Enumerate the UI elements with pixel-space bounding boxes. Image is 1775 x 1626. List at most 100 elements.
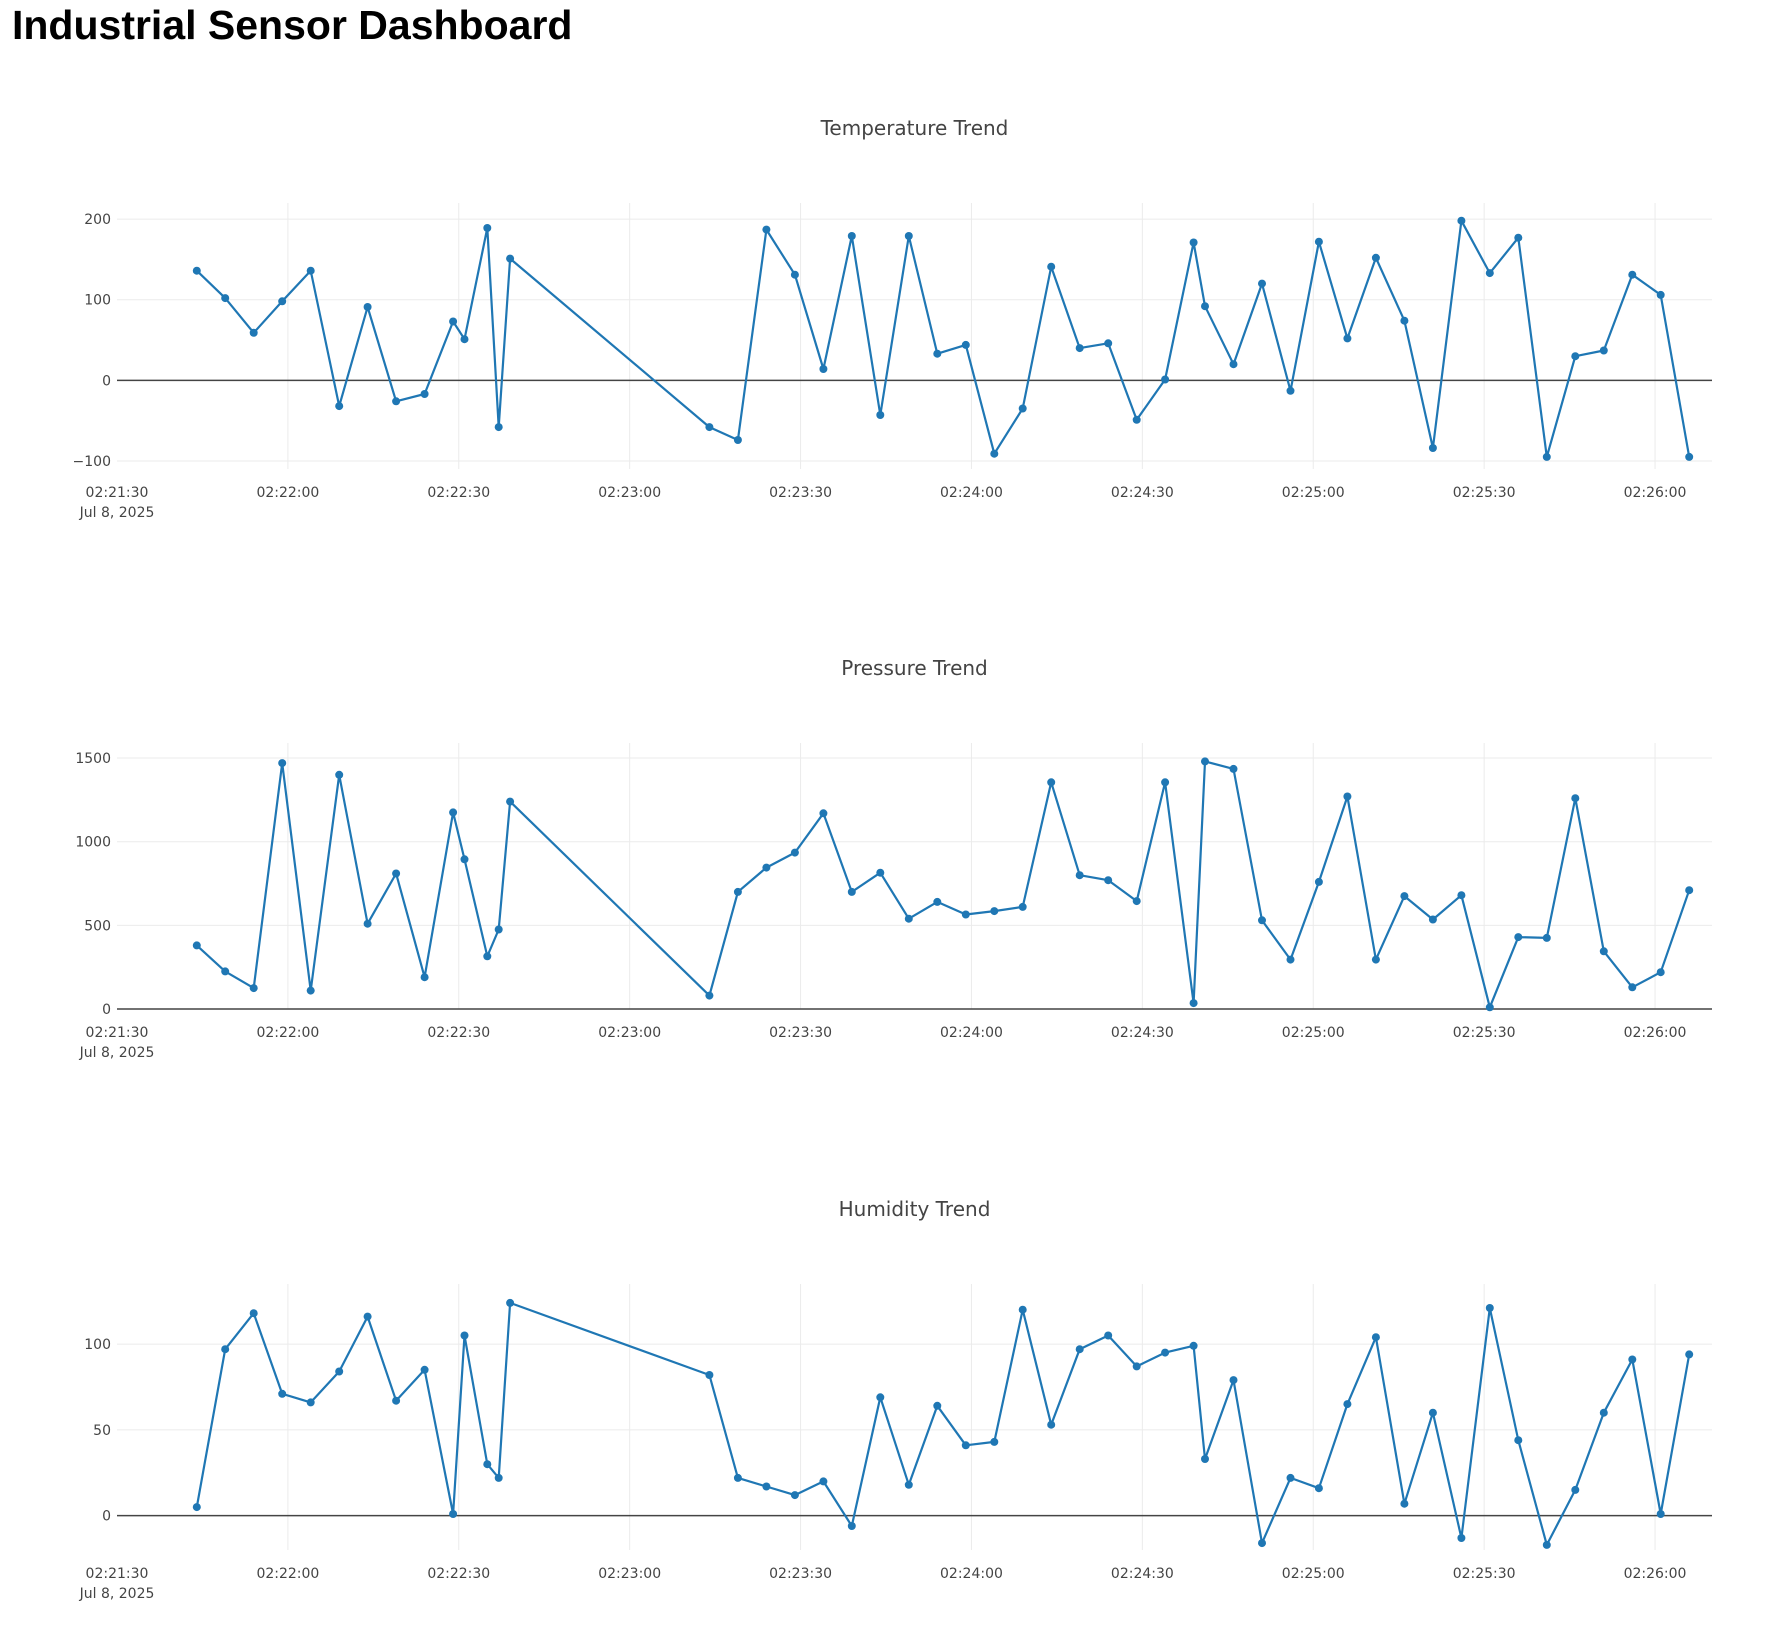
data-point <box>1286 386 1295 395</box>
x-tick-label: 02:24:00 <box>940 485 1003 501</box>
data-point <box>483 224 492 232</box>
data-point <box>1428 1408 1437 1417</box>
data-point <box>1685 452 1694 461</box>
data-point <box>990 449 999 458</box>
x-tick-label: 02:24:00 <box>940 1566 1003 1582</box>
y-tick-label: 0 <box>102 373 111 389</box>
data-point <box>1161 1348 1170 1357</box>
data-point <box>990 907 999 916</box>
data-point <box>449 317 458 326</box>
x-tick-label: 02:25:30 <box>1453 1566 1516 1582</box>
chart-title: Humidity Trend <box>839 1197 991 1221</box>
y-tick-label: 0 <box>102 1509 111 1525</box>
data-point <box>1075 1345 1084 1354</box>
chart-title: Temperature Trend <box>820 116 1009 140</box>
data-point <box>819 365 828 373</box>
data-point <box>392 397 401 406</box>
data-point <box>506 797 515 806</box>
data-point <box>819 1477 828 1486</box>
data-point <box>363 303 372 311</box>
data-point <box>335 770 344 779</box>
data-point <box>847 232 856 240</box>
data-point <box>221 1345 230 1354</box>
data-point <box>1628 270 1637 279</box>
x-tick-label: 02:22:30 <box>427 1566 490 1582</box>
data-point <box>1571 352 1580 361</box>
data-point <box>1229 764 1238 773</box>
x-tick-label: 02:24:00 <box>940 1025 1003 1041</box>
data-point <box>1656 968 1665 977</box>
data-point <box>1201 1455 1209 1463</box>
data-point <box>990 1437 999 1446</box>
x-tick-label: 02:23:00 <box>598 485 661 501</box>
data-point <box>1286 1473 1295 1482</box>
data-point <box>278 297 287 306</box>
data-point <box>1104 876 1113 885</box>
x-tick-label: 02:23:30 <box>769 485 832 501</box>
data-point <box>1685 886 1694 895</box>
data-point <box>1371 1333 1380 1342</box>
data-point <box>1343 334 1352 343</box>
data-point <box>1428 915 1437 924</box>
data-point <box>494 925 503 934</box>
data-point <box>1542 1540 1551 1549</box>
humidity-chart: Humidity Trend 02:21:30 02:22:00 02:22:30 02… <box>79 1197 1712 1602</box>
data-point <box>1457 891 1466 900</box>
data-point <box>483 1460 492 1469</box>
data-point <box>933 1401 942 1410</box>
data-point <box>1229 1376 1238 1385</box>
data-point <box>1047 778 1056 787</box>
data-point <box>1201 302 1209 311</box>
data-point <box>449 808 458 817</box>
data-point <box>904 914 913 923</box>
chart-title: Pressure Trend <box>841 656 988 680</box>
data-point <box>420 973 429 982</box>
data-point <box>1018 902 1027 911</box>
data-point <box>1428 444 1437 452</box>
data-point <box>762 1482 771 1491</box>
data-point <box>819 809 828 818</box>
data-point <box>506 254 515 263</box>
data-point <box>420 1365 429 1374</box>
data-point <box>1132 897 1141 906</box>
data-point <box>1314 1484 1323 1493</box>
data-point <box>1457 1534 1466 1542</box>
series-line <box>196 219 1691 458</box>
y-tick-label: −100 <box>73 454 111 470</box>
data-point <box>1258 1539 1266 1548</box>
y-tick-label: 1000 <box>75 835 111 851</box>
data-point <box>1075 344 1084 353</box>
data-point <box>1685 1350 1694 1359</box>
data-point <box>392 1396 401 1405</box>
data-point <box>221 294 230 303</box>
data-point <box>306 986 315 995</box>
x-tick-label: 02:22:30 <box>427 485 490 501</box>
data-point <box>483 952 492 961</box>
y-tick-label: 1500 <box>75 751 111 767</box>
data-point <box>420 390 429 398</box>
data-point <box>494 1473 503 1482</box>
data-point <box>1161 778 1170 787</box>
data-point <box>1400 892 1409 901</box>
data-point <box>1542 933 1551 942</box>
data-point <box>1628 1355 1637 1364</box>
data-point <box>1286 955 1295 964</box>
data-point <box>1343 1400 1352 1409</box>
data-point <box>335 1367 344 1376</box>
data-point <box>1457 216 1466 225</box>
x-date-label: Jul 8, 2025 <box>79 1586 155 1602</box>
data-point <box>1161 375 1170 384</box>
x-tick-label: 02:25:00 <box>1282 1025 1345 1041</box>
y-tick-label: 500 <box>84 918 111 934</box>
data-point <box>460 335 469 344</box>
data-point <box>733 436 742 444</box>
data-point <box>1343 792 1352 801</box>
data-point <box>1514 233 1523 242</box>
data-point <box>460 855 469 864</box>
data-point <box>790 270 799 279</box>
data-point <box>392 869 401 878</box>
data-point <box>705 1371 714 1379</box>
data-point <box>1514 933 1523 942</box>
data-point <box>192 266 201 275</box>
temperature-chart: Temperature Trend 02:21:30 02:22:00 02:22:3… <box>73 116 1712 521</box>
